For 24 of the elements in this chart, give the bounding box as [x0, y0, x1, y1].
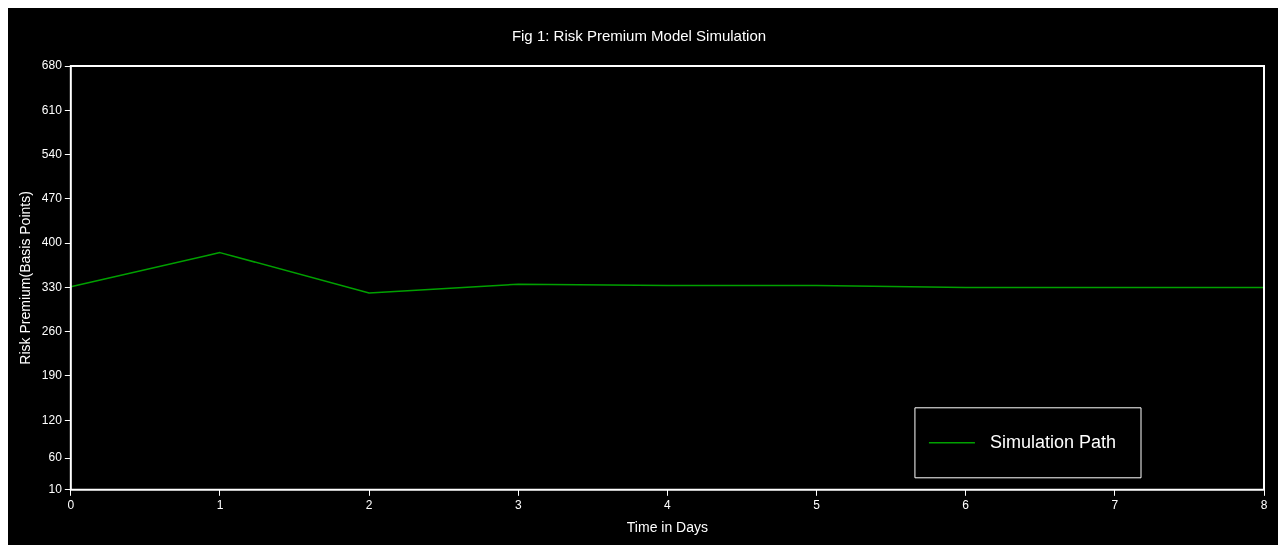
legend-label: Simulation Path [989, 431, 1117, 452]
y-tick-label: 470 [41, 191, 63, 206]
x-tick-label: 0 [67, 498, 75, 513]
y-tick-label: 10 [48, 482, 63, 497]
y-tick-label: 680 [41, 58, 63, 73]
x-tick-label: 6 [962, 498, 970, 513]
x-tick-label: 2 [365, 498, 373, 513]
y-tick-label: 540 [41, 146, 63, 161]
x-tick-label: 3 [514, 498, 522, 513]
x-tick-label: 8 [1260, 498, 1268, 513]
x-tick-label: 1 [216, 498, 224, 513]
x-tick-label: 7 [1111, 498, 1119, 513]
y-tick-label: 330 [41, 279, 63, 294]
y-tick-label: 400 [41, 235, 63, 250]
y-tick-label: 610 [41, 102, 63, 117]
y-axis-title: Risk Premium(Basis Points) [17, 191, 34, 365]
chart-title: Fig 1: Risk Premium Model Simulation [511, 27, 767, 45]
x-tick-label: 5 [813, 498, 821, 513]
y-tick-label: 120 [41, 412, 63, 427]
x-axis-title: Time in Days [626, 519, 708, 536]
x-tick-label: 4 [664, 498, 672, 513]
y-tick-label: 60 [48, 450, 63, 465]
y-tick-label: 260 [41, 323, 63, 338]
y-tick-label: 190 [41, 368, 63, 383]
